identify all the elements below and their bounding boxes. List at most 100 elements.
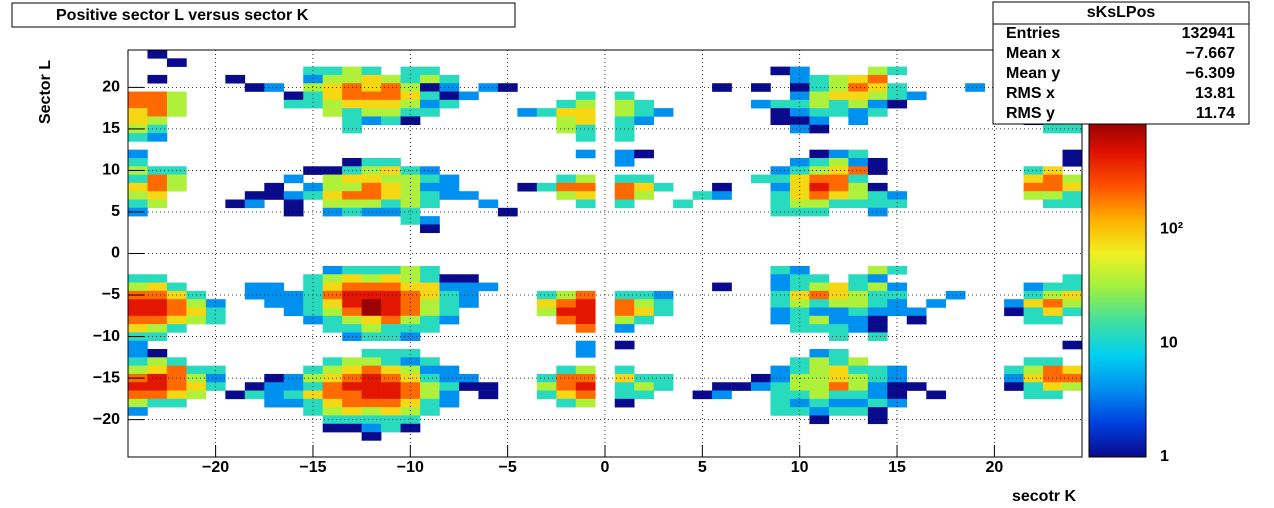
heatmap-cell — [381, 332, 401, 342]
heatmap-cell — [342, 199, 362, 209]
heatmap-cell — [303, 407, 323, 416]
heatmap-cell — [400, 182, 421, 192]
heatmap-cell — [770, 390, 791, 400]
heatmap-cell — [848, 373, 869, 383]
heatmap-cell — [147, 108, 168, 117]
heatmap-cell — [361, 373, 382, 383]
heatmap-cell — [575, 290, 596, 300]
heatmap-cell — [166, 174, 187, 184]
heatmap-cell — [342, 382, 362, 391]
heatmap-cell — [634, 174, 654, 184]
heatmap-cell — [867, 91, 888, 101]
heatmap-cell — [342, 191, 362, 200]
heatmap-cell — [1023, 299, 1044, 308]
heatmap-cell — [614, 382, 635, 391]
heatmap-cell — [1043, 390, 1063, 400]
heatmap-cell — [147, 357, 168, 366]
heatmap-cell — [887, 99, 908, 109]
heatmap-cell — [887, 199, 908, 209]
heatmap-cell — [536, 299, 557, 308]
heatmap-cell — [634, 191, 654, 200]
heatmap-cell — [926, 299, 947, 308]
x-tick-label: −20 — [202, 459, 229, 476]
heatmap-cell — [361, 398, 382, 408]
heatmap-cell — [867, 398, 888, 408]
heatmap-cell — [342, 407, 362, 416]
heatmap-cell — [420, 174, 440, 184]
heatmap-cell — [965, 83, 985, 92]
heatmap-cell — [439, 382, 460, 391]
heatmap-cell — [809, 274, 830, 283]
heatmap-cell — [147, 274, 168, 283]
heatmap-cell — [828, 290, 849, 300]
heatmap-cell — [420, 282, 440, 292]
heatmap-cell — [128, 149, 148, 159]
heatmap-cell — [809, 182, 830, 192]
heatmap-cell — [575, 324, 596, 333]
heatmap-cell — [867, 382, 888, 391]
heatmap-cell — [497, 207, 518, 217]
stats-label: Entries — [1006, 25, 1060, 42]
stats-value: −6.309 — [1186, 65, 1235, 82]
y-tick-label: 5 — [111, 203, 120, 220]
heatmap-cell — [381, 282, 401, 292]
heatmap-cell — [147, 390, 168, 400]
stats-frame — [992, 1, 1250, 125]
heatmap-cell — [166, 382, 187, 391]
heatmap-cell — [575, 91, 596, 101]
heatmap-cell — [361, 349, 382, 358]
heatmap-cell — [789, 357, 810, 366]
heatmap-cell — [867, 407, 888, 416]
heatmap-cell — [789, 299, 810, 308]
heatmap-cell — [147, 299, 168, 308]
heatmap-cell — [458, 382, 479, 391]
heatmap-cell — [867, 299, 888, 308]
heatmap-cell — [361, 265, 382, 275]
heatmap-cell — [653, 299, 674, 308]
heatmap-cell — [478, 199, 499, 209]
heatmap-cell — [439, 182, 460, 192]
heatmap-cell — [128, 274, 148, 283]
y-tick-label: 0 — [111, 245, 120, 262]
heatmap-cell — [887, 307, 908, 317]
heatmap-cell — [789, 324, 810, 333]
heatmap-cell — [867, 365, 888, 375]
heatmap-cell — [283, 207, 304, 217]
heatmap-cell — [283, 382, 304, 391]
heatmap-cell — [848, 274, 869, 283]
heatmap-cell — [264, 373, 285, 383]
heatmap-cell — [770, 282, 791, 292]
heatmap-cell — [887, 365, 908, 375]
heatmap-cell — [361, 274, 382, 283]
x-axis-title: secotr K — [1012, 488, 1076, 505]
stats-label: Mean x — [1006, 45, 1060, 62]
heatmap-cell — [400, 365, 421, 375]
heatmap-cell — [809, 191, 830, 200]
heatmap-cell — [770, 108, 791, 117]
y-tick-label: −15 — [93, 369, 120, 386]
heatmap-cell — [867, 415, 888, 425]
heatmap-cell — [147, 124, 168, 134]
heatmap-cell — [926, 390, 947, 400]
heatmap-cell — [420, 199, 440, 209]
heatmap-cell — [614, 174, 635, 184]
heatmap-cell — [361, 166, 382, 175]
heatmap-cell — [283, 390, 304, 400]
heatmap-cell — [556, 182, 577, 192]
heatmap-cell — [439, 83, 460, 92]
heatmap-cell — [575, 108, 596, 117]
heatmap-cell — [1023, 382, 1044, 391]
heatmap-cell — [322, 299, 343, 308]
heatmap-cell — [770, 182, 791, 192]
heatmap-cell — [575, 373, 596, 383]
heatmap-cell — [147, 324, 168, 333]
heatmap-cell — [867, 390, 888, 400]
heatmap-cell — [848, 315, 869, 325]
heatmap-cell — [751, 174, 771, 184]
heatmap-cell — [1062, 282, 1083, 292]
x-tick-label: 10 — [791, 459, 809, 476]
heatmap-cell — [1043, 182, 1063, 192]
heatmap-cell — [439, 274, 460, 283]
heatmap-cell — [1023, 373, 1044, 383]
heatmap-cell — [264, 182, 285, 192]
